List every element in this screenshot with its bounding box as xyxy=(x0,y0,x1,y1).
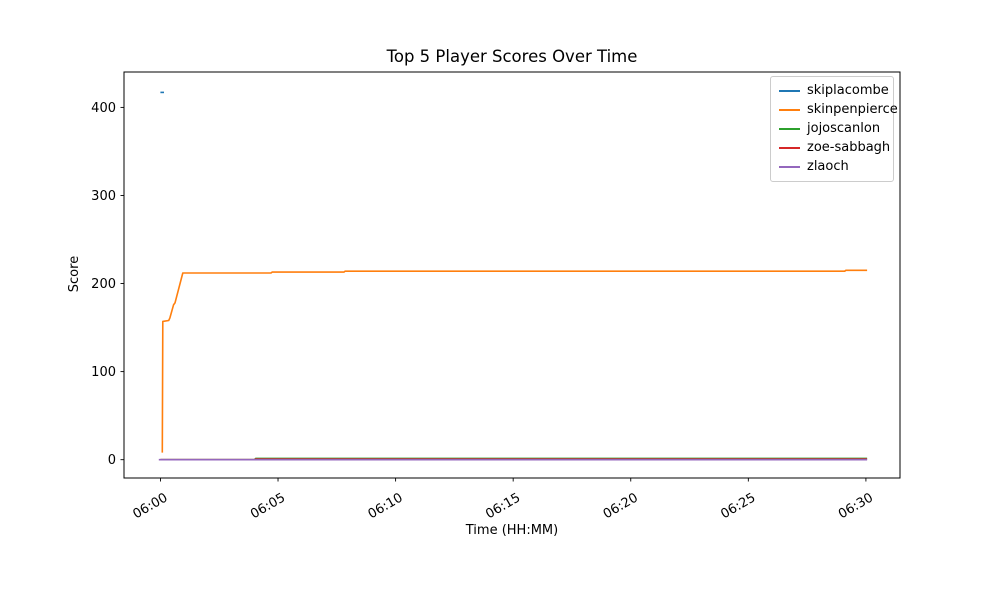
legend: skiplacombe skinpenpierce jojoscanlon zoe-s… xyxy=(770,76,898,182)
x-tick-label: 06:20 xyxy=(601,490,641,522)
legend-entry-skinpenpierce: skinpenpierce xyxy=(779,100,898,119)
x-tick-label: 06:30 xyxy=(836,490,876,522)
x-tick-label: 06:15 xyxy=(483,490,523,522)
y-tick-label: 400 xyxy=(91,101,116,116)
x-axis-label: Time (HH:MM) xyxy=(465,523,559,538)
axes-frame xyxy=(123,71,901,479)
legend-line-swatch-icon xyxy=(779,127,800,130)
legend-label: zoe-sabbagh xyxy=(807,140,891,155)
y-tick-label: 200 xyxy=(91,277,116,292)
y-tick-label: 100 xyxy=(91,365,116,380)
series-line-skinpenpierce xyxy=(161,269,868,453)
legend-label: skiplacombe xyxy=(807,83,889,98)
x-tick-label: 06:10 xyxy=(366,490,406,522)
legend-line-swatch-icon xyxy=(779,89,800,92)
legend-line-swatch-icon xyxy=(779,165,800,168)
legend-label: skinpenpierce xyxy=(807,102,898,117)
legend-label: jojoscanlon xyxy=(807,121,881,136)
x-tick-label: 06:00 xyxy=(130,490,170,522)
legend-entry-skiplacombe: skiplacombe xyxy=(779,81,889,100)
chart-title: Top 5 Player Scores Over Time xyxy=(386,47,638,66)
y-tick-label: 300 xyxy=(91,189,116,204)
x-tick-label: 06:05 xyxy=(248,490,288,522)
x-tick-label: 06:25 xyxy=(718,490,758,522)
legend-entry-jojoscanlon: jojoscanlon xyxy=(779,119,887,138)
legend-line-swatch-icon xyxy=(779,108,800,111)
legend-label: zlaoch xyxy=(807,159,849,174)
legend-line-swatch-icon xyxy=(779,146,800,149)
legend-entry-zoe-sabbagh: zoe-sabbagh xyxy=(779,138,891,157)
y-tick-label: 0 xyxy=(108,453,116,468)
legend-entry-zlaoch: zlaoch xyxy=(779,157,887,176)
